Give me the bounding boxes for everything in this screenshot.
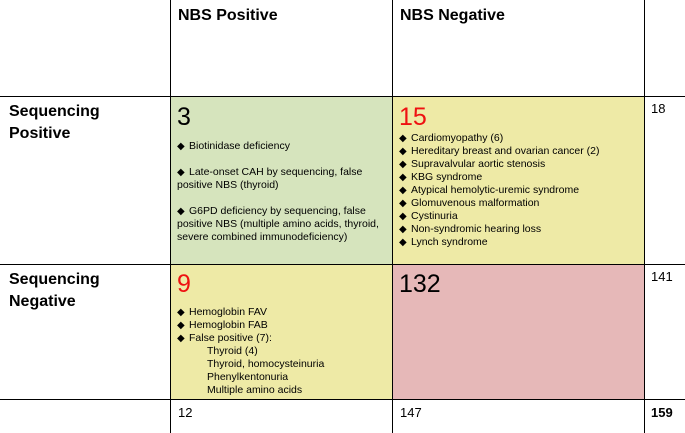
list-item: ◆ Hereditary breast and ovarian cancer (2… [399, 145, 600, 157]
sub-item: Multiple amino acids [207, 384, 303, 396]
column-header-nbs-positive: NBS Positive [178, 7, 278, 24]
diamond-bullet-icon: ◆ [399, 224, 407, 235]
sub-item: Thyroid (4) [207, 345, 258, 357]
sub-item: Phenylkentonuria [207, 371, 289, 383]
grand-total: 159 [651, 405, 673, 420]
cell-content-seqpos-nbsneg: 15 ◆ Cardiomyopathy (6) ◆ Hereditary breas… [399, 103, 639, 249]
grid-line [392, 0, 393, 433]
diamond-bullet-icon: ◆ [399, 211, 407, 222]
diamond-bullet-icon: ◆ [399, 172, 407, 183]
list-item: ◆ Non-syndromic hearing loss [399, 223, 542, 235]
diamond-bullet-icon: ◆ [177, 141, 185, 152]
grid-line [0, 264, 685, 265]
row-total-sequencing-negative: 141 [651, 269, 673, 284]
list-item: ◆ G6PD deficiency by sequencing, false po… [177, 205, 379, 243]
cell-seqpos-nbspos [170, 96, 392, 264]
diamond-bullet-icon: ◆ [177, 167, 185, 178]
list-item: ◆ Supravalvular aortic stenosis [399, 158, 546, 170]
grid-line [0, 96, 685, 97]
list-item: ◆ Glomuvenous malformation [399, 197, 540, 209]
cell-seqneg-nbspos [170, 264, 392, 399]
grid-line [644, 0, 645, 433]
list-item: ◆ Late-onset CAH by sequencing, false pos… [177, 166, 363, 191]
diamond-bullet-icon: ◆ [177, 206, 185, 217]
diamond-bullet-icon: ◆ [399, 159, 407, 170]
row-header-sequencing-negative: Sequencing Negative [9, 271, 100, 310]
diamond-bullet-icon: ◆ [177, 320, 185, 331]
list-item: ◆ Biotinidase deficiency [177, 140, 290, 152]
list-item: ◆ Cardiomyopathy (6) [399, 132, 504, 144]
diamond-bullet-icon: ◆ [399, 133, 407, 144]
count-value: 3 [177, 103, 191, 131]
count-value: 15 [399, 103, 427, 131]
list-item: ◆ Hemoglobin FAB [177, 319, 268, 331]
condition-list: ◆ Cardiomyopathy (6) ◆ Hereditary breast a… [399, 132, 639, 249]
count-value: 132 [399, 270, 441, 298]
diamond-bullet-icon: ◆ [399, 185, 407, 196]
list-item: ◆ Cystinuria [399, 210, 458, 222]
condition-list: ◆ Hemoglobin FAV ◆ Hemoglobin FAB ◆ False p… [177, 306, 387, 397]
sub-item: Thyroid, homocysteinuria [207, 358, 325, 370]
list-item: ◆ Lynch syndrome [399, 236, 488, 248]
cell-seqpos-nbsneg [392, 96, 644, 264]
row-header-sequencing-positive: Sequencing Positive [9, 103, 100, 142]
count-value: 9 [177, 270, 191, 298]
cell-content-seqpos-nbspos: 3 ◆ Biotinidase deficiency ◆ Late-onset CA… [177, 103, 387, 244]
list-item: ◆ Atypical hemolytic-uremic syndrome [399, 184, 580, 196]
list-item: ◆ Hemoglobin FAV [177, 306, 268, 318]
grid-line [170, 0, 171, 433]
list-item: ◆ KBG syndrome [399, 171, 483, 183]
diamond-bullet-icon: ◆ [177, 333, 185, 344]
diamond-bullet-icon: ◆ [399, 146, 407, 157]
column-total-nbs-negative: 147 [400, 405, 422, 420]
column-total-nbs-positive: 12 [178, 405, 193, 420]
diamond-bullet-icon: ◆ [399, 237, 407, 248]
list-item: ◆ False positive (7): [177, 332, 272, 344]
grid-line [0, 399, 685, 400]
diamond-bullet-icon: ◆ [177, 307, 185, 318]
cell-seqneg-nbsneg [392, 264, 644, 399]
row-total-sequencing-positive: 18 [651, 101, 666, 116]
diamond-bullet-icon: ◆ [399, 198, 407, 209]
column-header-nbs-negative: NBS Negative [400, 7, 505, 24]
cell-content-seqneg-nbspos: 9 ◆ Hemoglobin FAV ◆ Hemoglobin FAB ◆ False… [177, 270, 387, 397]
